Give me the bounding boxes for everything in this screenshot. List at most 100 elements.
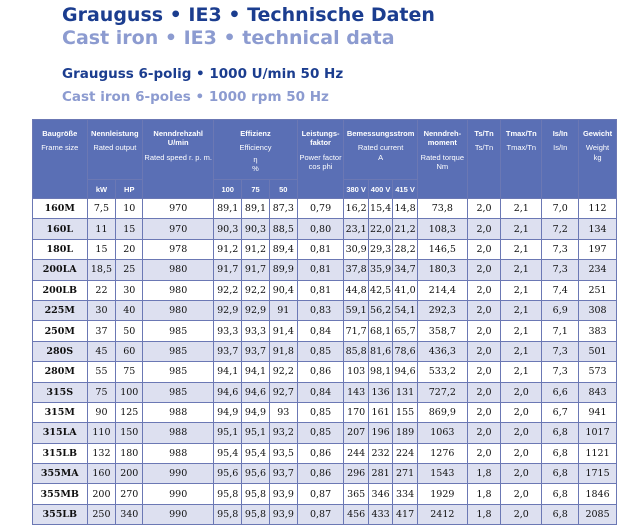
cell-weight: 251	[578, 279, 617, 301]
cell-tmax-tn: 2,1	[500, 320, 543, 342]
cell-power-factor: 0,86	[296, 463, 345, 485]
cell-is-in: 7,0	[541, 197, 580, 220]
cell-rated-speed: 970	[142, 197, 215, 220]
cell-ts-tn: 2,0	[466, 361, 502, 383]
cell-hp: 50	[115, 320, 144, 342]
table-row: 315M 90 125 988 94,9 94,9 93 0,85 170 161 155 869,9…	[32, 401, 617, 424]
cell-rated-torque: 1276	[416, 442, 468, 465]
cell-rated-speed: 980	[142, 299, 215, 322]
cell-frame-size: 250M	[32, 320, 88, 342]
table-row: 180L 15 20 978 91,2 91,2 89,4 0,81 30,9 29,3 28,2 1…	[32, 238, 617, 261]
cell-frame-size: 160L	[32, 218, 88, 240]
cell-frame-size: 355MB	[32, 483, 88, 505]
cell-weight: 1017	[578, 422, 617, 444]
cell-is-in: 7,3	[541, 361, 580, 383]
cell-rated-torque: 73,8	[416, 197, 468, 220]
cell-eff-75: 94,9	[241, 401, 270, 424]
table-row: 160M 7,5 10 970 89,1 89,1 87,3 0,79 16,2 15,4 14,8…	[32, 197, 617, 220]
cell-hp: 150	[115, 422, 144, 444]
cell-kw: 15	[86, 238, 117, 261]
cell-eff-50: 87,3	[268, 197, 298, 220]
cell-rated-torque: 2412	[416, 503, 468, 526]
cell-eff-75: 91,2	[241, 238, 270, 261]
cell-current-380v: 37,8	[343, 259, 369, 281]
cell-ts-tn: 2,0	[466, 442, 502, 465]
cell-eff-50: 93,9	[268, 503, 298, 526]
cell-current-400v: 161	[367, 401, 394, 424]
cell-is-in: 6,9	[541, 299, 580, 322]
table-row: 160L 11 15 970 90,3 90,3 88,5 0,80 23,1 22,0 21,2 1…	[32, 218, 617, 240]
cell-rated-torque: 1063	[416, 422, 468, 444]
cell-weight: 112	[578, 197, 617, 220]
cell-frame-size: 355LB	[32, 503, 88, 526]
cell-kw: 11	[86, 218, 117, 240]
cell-frame-size: 280M	[32, 361, 88, 383]
cell-power-factor: 0,81	[296, 259, 345, 281]
cell-rated-speed: 985	[142, 320, 215, 342]
cell-frame-size: 200LB	[32, 279, 88, 301]
cell-rated-speed: 988	[142, 401, 215, 424]
cell-rated-torque: 727,2	[416, 381, 468, 403]
cell-power-factor: 0,80	[296, 218, 345, 240]
cell-rated-torque: 292,3	[416, 299, 468, 322]
cell-rated-speed: 970	[142, 218, 215, 240]
cell-current-380v: 23,1	[343, 218, 369, 240]
cell-tmax-tn: 2,1	[500, 340, 543, 363]
header-rated-output: Nennleistung Rated output	[86, 119, 144, 180]
cell-eff-50: 93,2	[268, 422, 298, 444]
cell-rated-speed: 980	[142, 279, 215, 301]
cell-power-factor: 0,84	[296, 320, 345, 342]
cell-kw: 45	[86, 340, 117, 363]
cell-current-415v: 78,6	[392, 340, 418, 363]
cell-hp: 30	[115, 279, 144, 301]
cell-current-400v: 15,4	[367, 197, 394, 220]
cell-tmax-tn: 2,1	[500, 197, 543, 220]
cell-tmax-tn: 2,0	[500, 422, 543, 444]
cell-hp: 40	[115, 299, 144, 322]
table-body: 160M 7,5 10 970 89,1 89,1 87,3 0,79 16,2 15,4 14,8…	[32, 197, 617, 526]
cell-current-380v: 59,1	[343, 299, 369, 322]
cell-eff-50: 90,4	[268, 279, 298, 301]
cell-rated-torque: 358,7	[416, 320, 468, 342]
header-380v: 380 V	[343, 179, 369, 199]
cell-rated-speed: 978	[142, 238, 215, 261]
cell-is-in: 6,8	[541, 422, 580, 444]
cell-is-in: 7,2	[541, 218, 580, 240]
cell-current-400v: 281	[367, 463, 394, 485]
cell-tmax-tn: 2,0	[500, 463, 543, 485]
cell-rated-speed: 990	[142, 503, 215, 526]
header-frame-size: Baugröße Frame size	[32, 119, 88, 199]
cell-eff-50: 91	[268, 299, 298, 322]
cell-is-in: 6,7	[541, 401, 580, 424]
cell-frame-size: 225M	[32, 299, 88, 322]
title-english: Cast iron • IE3 • technical data	[62, 27, 395, 49]
header-efficiency: Effizienz Efficiency η%	[213, 119, 298, 180]
cell-current-380v: 16,2	[343, 197, 369, 220]
cell-weight: 383	[578, 320, 617, 342]
cell-current-415v: 334	[392, 483, 418, 505]
cell-current-380v: 207	[343, 422, 369, 444]
cell-current-400v: 232	[367, 442, 394, 465]
header-rated-current: Bemessungsstrom Rated current A	[343, 119, 418, 180]
cell-current-400v: 98,1	[367, 361, 394, 383]
cell-kw: 110	[86, 422, 117, 444]
cell-is-in: 6,8	[541, 442, 580, 465]
header-400v: 400 V	[367, 179, 394, 199]
cell-rated-torque: 869,9	[416, 401, 468, 424]
cell-hp: 270	[115, 483, 144, 505]
cell-ts-tn: 2,0	[466, 401, 502, 424]
cell-weight: 1715	[578, 463, 617, 485]
cell-frame-size: 315S	[32, 381, 88, 403]
cell-eff-100: 93,7	[213, 340, 243, 363]
cell-current-415v: 94,6	[392, 361, 418, 383]
cell-eff-50: 91,8	[268, 340, 298, 363]
subtitle-german: Grauguss 6-polig • 1000 U/min 50 Hz	[62, 66, 344, 82]
cell-power-factor: 0,83	[296, 299, 345, 322]
cell-current-380v: 85,8	[343, 340, 369, 363]
table-row: 315S 75 100 985 94,6 94,6 92,7 0,84 143 136 131 727…	[32, 381, 617, 403]
cell-kw: 132	[86, 442, 117, 465]
cell-kw: 75	[86, 381, 117, 403]
cell-power-factor: 0,87	[296, 483, 345, 505]
cell-eff-100: 91,2	[213, 238, 243, 261]
cell-hp: 125	[115, 401, 144, 424]
